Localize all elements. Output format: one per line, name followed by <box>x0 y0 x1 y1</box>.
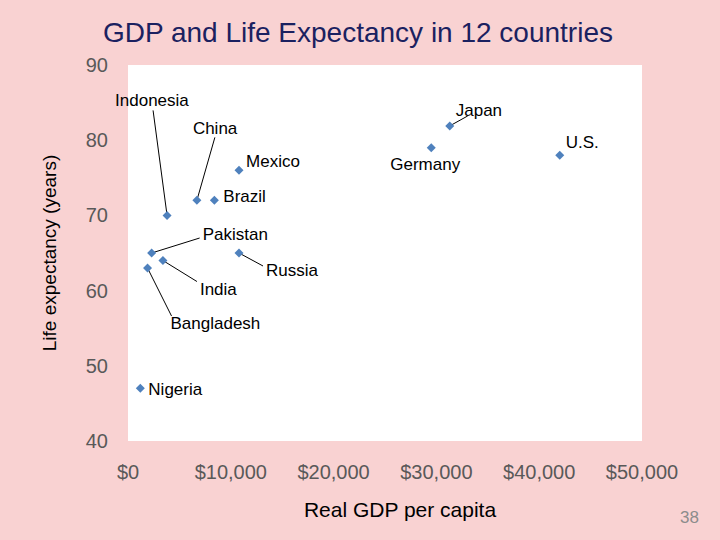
leader-line <box>152 238 200 253</box>
point-label: Mexico <box>246 152 300 171</box>
data-point <box>445 121 454 130</box>
point-label: Germany <box>390 155 460 174</box>
data-point <box>235 166 244 175</box>
point-label: India <box>200 280 237 299</box>
y-tick-label: 90 <box>86 54 108 76</box>
plot-area <box>128 65 642 441</box>
y-tick-label: 40 <box>86 430 108 452</box>
x-tick-label: $30,000 <box>400 461 472 483</box>
x-tick-label: $40,000 <box>503 461 575 483</box>
x-tick-label: $50,000 <box>606 461 678 483</box>
y-axis-title: Life expectancy (years) <box>39 155 60 351</box>
y-tick-label: 60 <box>86 280 108 302</box>
point-label: China <box>193 119 238 138</box>
page-number: 38 <box>680 508 699 527</box>
leader-line <box>239 253 263 266</box>
data-point <box>555 151 564 160</box>
point-label: Bangladesh <box>171 314 261 333</box>
leader-line <box>153 110 167 215</box>
data-point <box>163 211 172 220</box>
x-tick-label: $0 <box>117 461 139 483</box>
data-point <box>210 196 219 205</box>
y-tick-label: 80 <box>86 129 108 151</box>
data-point <box>427 143 436 152</box>
leader-line <box>197 137 215 200</box>
labels: IndonesiaChina Mexico Brazil Pakistan India R… <box>115 91 599 399</box>
point-label: Nigeria <box>148 380 202 399</box>
leader-line <box>148 268 172 316</box>
point-label: Brazil <box>223 187 266 206</box>
y-tick-label: 50 <box>86 355 108 377</box>
data-point <box>147 249 156 258</box>
point-label: Japan <box>456 101 502 120</box>
y-tick-label: 70 <box>86 204 108 226</box>
point-label: Russia <box>266 261 319 280</box>
chart: GDP and Life Expectancy in 12 countries 4… <box>0 0 720 540</box>
x-axis-title: Real GDP per capita <box>304 498 497 521</box>
data-point <box>136 384 145 393</box>
point-label: Indonesia <box>115 91 189 110</box>
data-point <box>192 196 201 205</box>
data-point <box>235 249 244 258</box>
point-label: Pakistan <box>203 225 268 244</box>
x-tick-label: $20,000 <box>297 461 369 483</box>
x-tick-label: $10,000 <box>195 461 267 483</box>
data-point <box>158 256 167 265</box>
leader-line <box>163 261 197 282</box>
point-label: U.S. <box>566 133 599 152</box>
data-point <box>143 264 152 273</box>
points <box>136 121 564 392</box>
title: GDP and Life Expectancy in 12 countries <box>103 17 613 48</box>
